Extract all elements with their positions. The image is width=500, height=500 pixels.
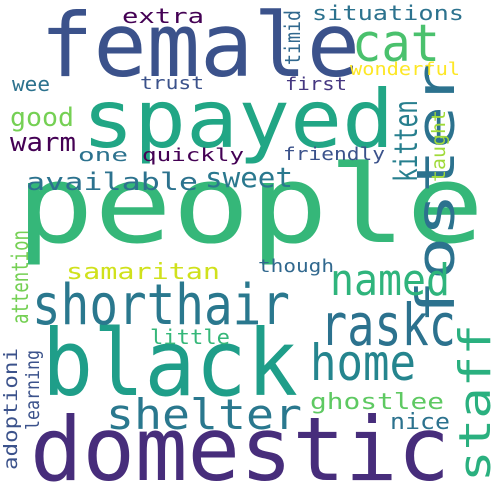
word-little: little: [150, 325, 230, 349]
word-kitten: kitten: [387, 100, 425, 182]
word-named: named: [330, 255, 451, 306]
word-ghostlee: ghostlee: [310, 390, 445, 415]
word-attention: attention: [8, 230, 34, 324]
word-first: first: [285, 74, 347, 95]
word-though: though: [258, 256, 335, 277]
word-female: female: [40, 0, 361, 97]
word-trust: trust: [140, 73, 204, 94]
word-spayed: spayed: [82, 73, 395, 166]
word-timid: timid: [281, 9, 305, 65]
word-extra: extra: [122, 4, 205, 28]
word-learning: learning: [22, 350, 44, 430]
word-domestic: domestic: [30, 398, 451, 500]
word-shelter: shelter: [106, 390, 302, 439]
word-sweet: sweet: [205, 161, 294, 194]
word-quickly: quickly: [142, 145, 245, 166]
word-one: one: [78, 145, 129, 166]
word-situations: situations: [312, 1, 464, 25]
word-black: black: [42, 310, 298, 417]
word-cat: cat: [352, 14, 441, 74]
word-home: home: [310, 334, 416, 392]
word-taught: taught: [428, 109, 450, 182]
word-wonderful: wonderful: [350, 59, 461, 80]
word-raskc: raskc: [320, 291, 457, 359]
word-nice: nice: [390, 410, 450, 435]
word-shorthair: shorthair: [32, 273, 290, 338]
word-wee: wee: [12, 72, 51, 96]
word-available: available: [26, 168, 199, 196]
word-people: people: [16, 143, 485, 268]
word-warm: warm: [10, 128, 77, 158]
word-samaritan: samaritan: [66, 260, 221, 285]
word-friendly: friendly: [283, 144, 385, 165]
word-adoptioni: adoptioni: [0, 348, 22, 470]
word-staff: staff: [450, 323, 500, 482]
word-good: good: [10, 103, 75, 133]
